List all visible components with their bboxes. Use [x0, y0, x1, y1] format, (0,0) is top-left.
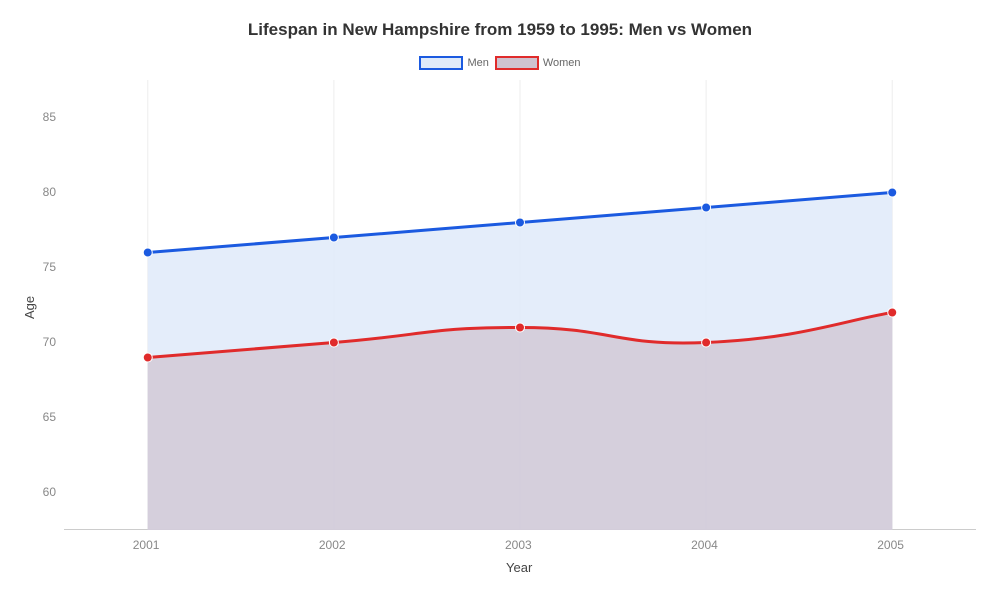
- chart-title: Lifespan in New Hampshire from 1959 to 1…: [0, 20, 1000, 40]
- line-area-chart: Lifespan in New Hampshire from 1959 to 1…: [0, 0, 1000, 600]
- y-tick-label: 60: [43, 485, 56, 499]
- legend-item-men[interactable]: Men: [419, 56, 488, 70]
- plot-area: [64, 80, 976, 530]
- x-tick-label: 2001: [133, 538, 160, 552]
- x-tick-label: 2002: [319, 538, 346, 552]
- legend-item-women[interactable]: Women: [495, 56, 581, 70]
- chart-svg: [64, 80, 976, 530]
- y-tick-label: 85: [43, 110, 56, 124]
- y-tick-label: 75: [43, 260, 56, 274]
- y-tick-label: 80: [43, 185, 56, 199]
- y-axis-title: Age: [22, 296, 37, 319]
- y-tick-label: 70: [43, 335, 56, 349]
- x-tick-label: 2005: [877, 538, 904, 552]
- legend-label-men: Men: [467, 57, 488, 69]
- legend-swatch-men: [419, 56, 463, 70]
- x-tick-label: 2003: [505, 538, 532, 552]
- chart-legend: Men Women: [0, 56, 1000, 70]
- legend-swatch-women: [495, 56, 539, 70]
- legend-label-women: Women: [543, 57, 581, 69]
- x-tick-label: 2004: [691, 538, 718, 552]
- x-axis-title: Year: [506, 560, 532, 575]
- y-tick-label: 65: [43, 410, 56, 424]
